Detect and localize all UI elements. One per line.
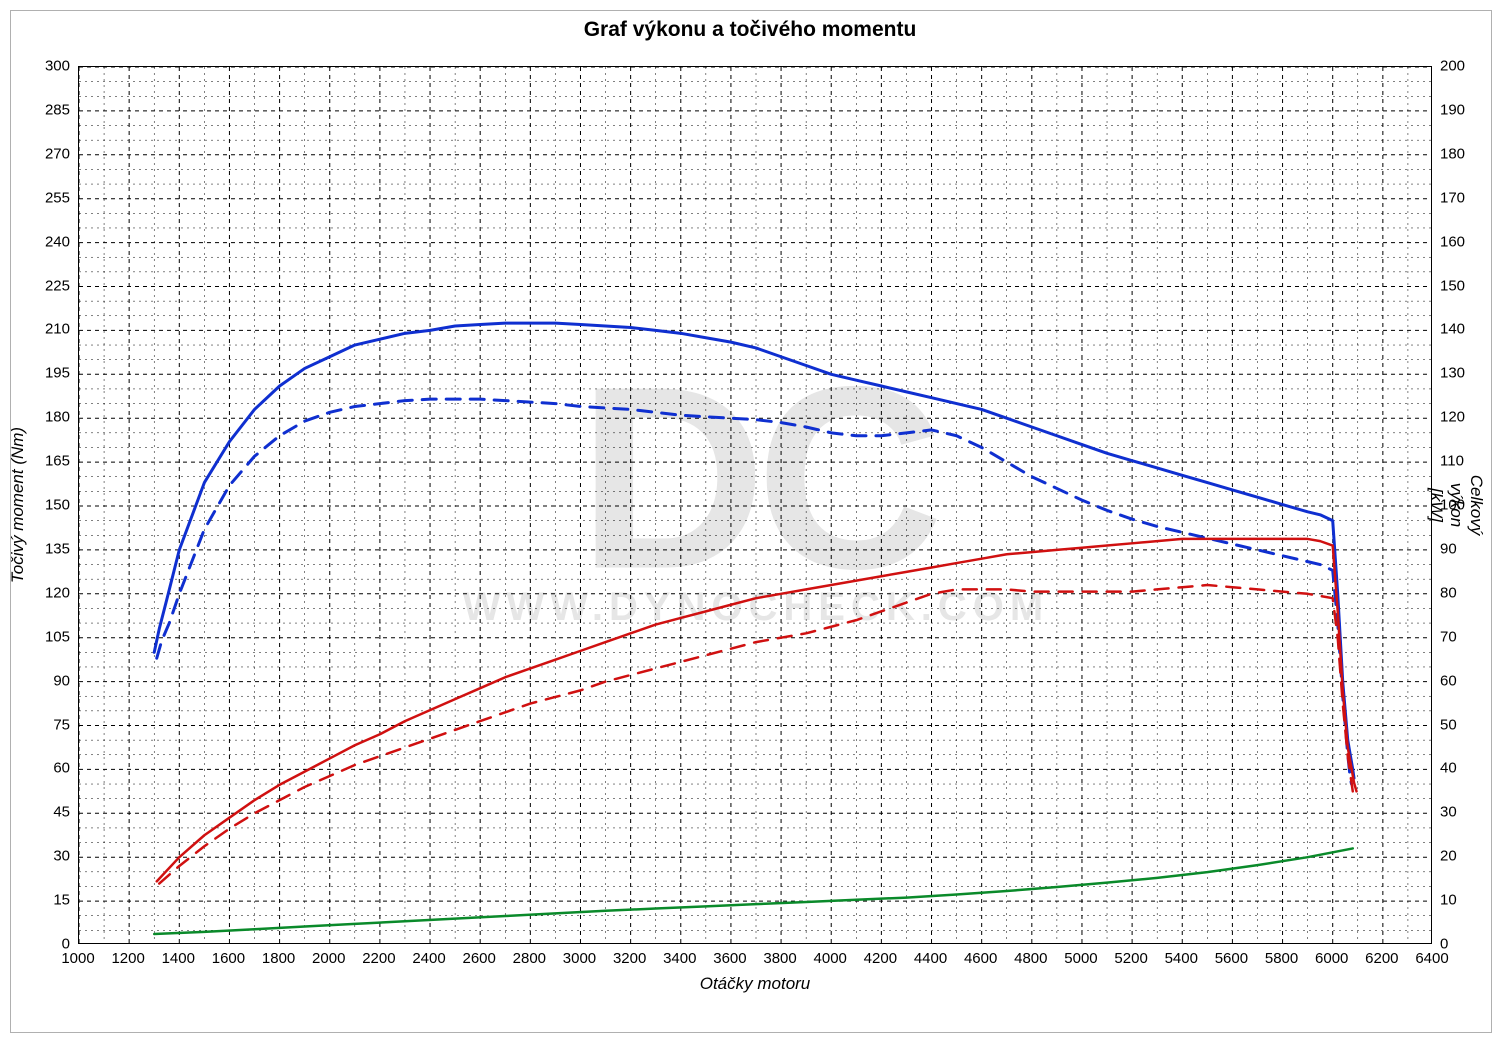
y-left-tick-label: 255 [45,189,70,206]
y-left-tick-label: 210 [45,321,70,338]
x-tick-label: 6200 [1365,950,1398,967]
x-tick-label: 4800 [1014,950,1047,967]
y-right-tick-label: 200 [1440,58,1465,75]
y-right-tick-label: 0 [1440,936,1448,953]
x-tick-label: 6400 [1415,950,1448,967]
chart-canvas: Graf výkonu a točivého momentu DCWWW.DYN… [0,0,1500,1041]
y-left-tick-label: 45 [53,804,70,821]
x-tick-label: 1600 [212,950,245,967]
y-right-tick-label: 160 [1440,233,1465,250]
x-tick-label: 4000 [814,950,847,967]
plot-area: DCWWW.DYNOCHECK.COM [78,66,1432,944]
y-right-tick-label: 170 [1440,189,1465,206]
y-left-tick-label: 60 [53,760,70,777]
x-tick-label: 5400 [1165,950,1198,967]
series-losses [154,848,1353,934]
y-right-tick-label: 90 [1440,540,1457,557]
plot-svg: DCWWW.DYNOCHECK.COM [79,67,1432,944]
y-right-tick-label: 180 [1440,145,1465,162]
x-tick-label: 2800 [513,950,546,967]
x-tick-label: 1400 [162,950,195,967]
y-left-tick-label: 90 [53,672,70,689]
y-left-tick-label: 270 [45,145,70,162]
y-left-tick-label: 300 [45,58,70,75]
y-left-tick-label: 225 [45,277,70,294]
x-tick-label: 3400 [663,950,696,967]
y-left-tick-label: 120 [45,584,70,601]
y-left-axis-label: Točivý moment (Nm) [8,427,28,583]
x-tick-label: 2400 [412,950,445,967]
y-left-tick-label: 0 [62,936,70,953]
x-tick-label: 3600 [713,950,746,967]
y-right-tick-label: 70 [1440,628,1457,645]
y-left-tick-label: 105 [45,628,70,645]
y-left-tick-label: 150 [45,497,70,514]
y-left-tick-label: 75 [53,716,70,733]
x-tick-label: 5200 [1114,950,1147,967]
x-tick-label: 2000 [312,950,345,967]
x-tick-label: 1800 [262,950,295,967]
y-right-tick-label: 40 [1440,760,1457,777]
x-tick-label: 4200 [864,950,897,967]
y-left-tick-label: 165 [45,453,70,470]
svg-text:DC: DC [578,333,939,623]
y-left-tick-label: 30 [53,848,70,865]
x-tick-label: 1200 [111,950,144,967]
y-right-tick-label: 120 [1440,409,1465,426]
y-right-tick-label: 190 [1440,101,1465,118]
x-tick-label: 3000 [563,950,596,967]
x-tick-label: 1000 [61,950,94,967]
y-right-tick-label: 20 [1440,848,1457,865]
y-right-tick-label: 30 [1440,804,1457,821]
x-tick-label: 3200 [613,950,646,967]
x-tick-label: 2200 [362,950,395,967]
y-right-tick-label: 150 [1440,277,1465,294]
y-right-tick-label: 10 [1440,892,1457,909]
x-tick-label: 4400 [914,950,947,967]
y-left-tick-label: 15 [53,892,70,909]
x-tick-label: 5800 [1265,950,1298,967]
y-right-tick-label: 50 [1440,716,1457,733]
x-tick-label: 4600 [964,950,997,967]
x-axis-label: Otáčky motoru [700,974,811,994]
y-right-axis-label: Celkový výkon [kW] [1426,475,1486,535]
y-left-tick-label: 195 [45,365,70,382]
y-left-tick-label: 240 [45,233,70,250]
x-tick-label: 6000 [1315,950,1348,967]
y-left-tick-label: 135 [45,540,70,557]
x-tick-label: 3800 [763,950,796,967]
x-tick-label: 2600 [462,950,495,967]
y-right-tick-label: 80 [1440,584,1457,601]
x-tick-label: 5600 [1215,950,1248,967]
y-left-tick-label: 285 [45,101,70,118]
x-tick-label: 5000 [1064,950,1097,967]
y-left-tick-label: 180 [45,409,70,426]
y-right-tick-label: 110 [1440,453,1464,470]
y-right-tick-label: 130 [1440,365,1465,382]
y-right-tick-label: 140 [1440,321,1465,338]
y-right-tick-label: 60 [1440,672,1457,689]
